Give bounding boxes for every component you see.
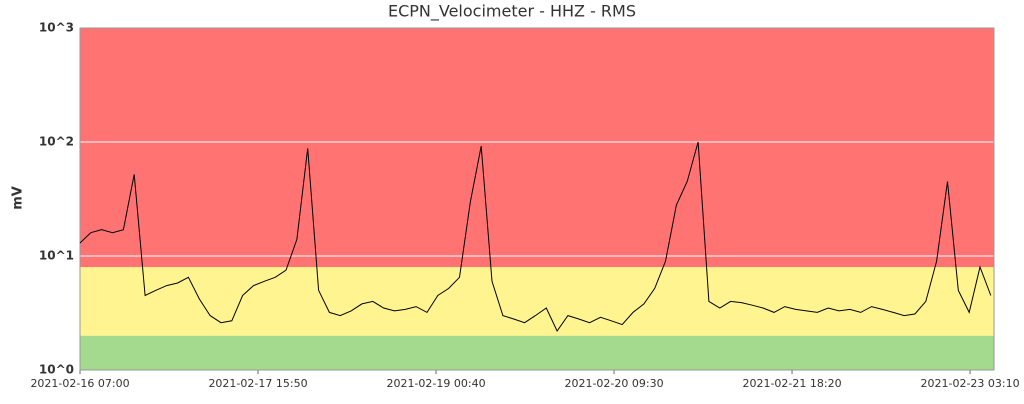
y-tick-label: 10^2 [39, 135, 74, 149]
y-tick-label: 10^1 [39, 249, 74, 263]
threshold-band [80, 335, 994, 370]
data-line [79, 141, 992, 332]
plot-border [79, 27, 995, 371]
y-tick-label: 10^3 [39, 21, 74, 35]
chart-title: ECPN_Velocimeter - HHZ - RMS [388, 2, 636, 22]
x-tick-label: 2021-02-21 18:20 [742, 377, 841, 390]
x-tick-label: 2021-02-23 03:10 [920, 377, 1019, 390]
y-tick-label: 10^0 [39, 363, 74, 377]
x-tick-label: 2021-02-16 07:00 [30, 377, 129, 390]
threshold-band [80, 28, 994, 268]
y-axis-label: mV [11, 186, 26, 210]
x-tick-label: 2021-02-20 09:30 [564, 377, 663, 390]
x-tick-label: 2021-02-17 15:50 [208, 377, 307, 390]
threshold-band [80, 267, 994, 336]
x-tick-label: 2021-02-19 00:40 [386, 377, 485, 390]
